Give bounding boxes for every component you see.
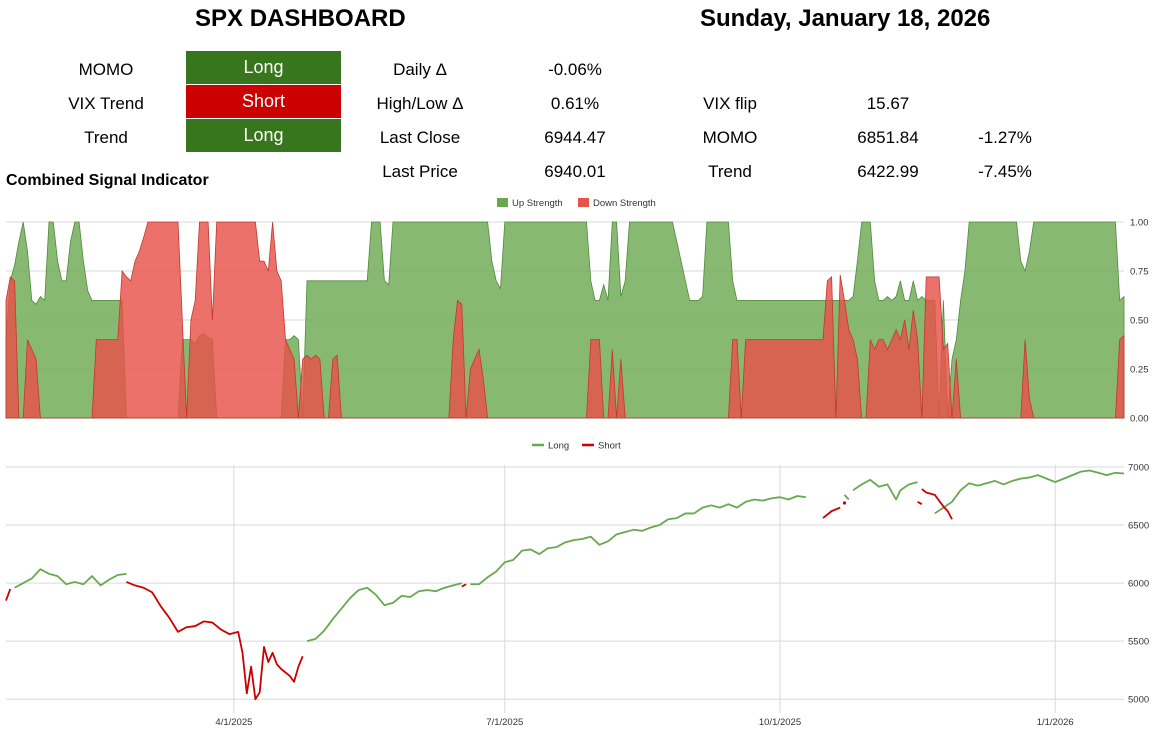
stat-label-highlow: High/Low Δ xyxy=(376,94,464,113)
legend-label-short: Short xyxy=(598,441,621,452)
x-tick-label: 1/1/2026 xyxy=(1037,717,1074,728)
stat-label-daily: Daily Δ xyxy=(393,60,447,79)
stat-value-last-close: 6944.47 xyxy=(544,128,606,147)
x-tick-label: 10/1/2025 xyxy=(759,717,801,728)
level-label-momo: MOMO xyxy=(702,128,758,147)
stat-label-last-price: Last Price xyxy=(382,162,458,181)
legend-swatch-down xyxy=(578,198,589,207)
short-series-line xyxy=(822,506,841,519)
y-tick-label: 0.75 xyxy=(1130,267,1149,278)
short-series-line xyxy=(126,581,304,701)
legend-swatch-up xyxy=(497,198,508,207)
long-series-line xyxy=(843,494,850,501)
y-tick-label: 6000 xyxy=(1128,579,1149,590)
level-value-vix-flip: 15.67 xyxy=(866,94,910,113)
x-tick-label: 4/1/2025 xyxy=(215,717,252,728)
long-series-line xyxy=(470,495,806,586)
stat-value-daily: -0.06% xyxy=(548,60,602,79)
y-tick-label: 0.00 xyxy=(1130,414,1149,425)
short-series-line xyxy=(461,583,467,588)
long-series-line xyxy=(14,568,127,589)
stat-value-highlow: 0.61% xyxy=(550,94,600,113)
long-series-line xyxy=(306,582,463,643)
signal-label-vix-trend: VIX Trend xyxy=(68,94,144,113)
level-label-trend: Trend xyxy=(708,162,752,181)
short-series-point xyxy=(842,501,847,505)
y-tick-label: 0.25 xyxy=(1130,365,1149,376)
level-value-trend: 6422.99 xyxy=(857,162,919,181)
level-label-vix-flip: VIX flip xyxy=(703,94,757,113)
level-pct-trend: -7.45% xyxy=(978,162,1032,181)
signal-badge-vix-trend: Short xyxy=(186,85,341,118)
legend-label-up: Up Strength xyxy=(512,198,563,209)
y-tick-label: 0.50 xyxy=(1130,316,1149,327)
stat-label-last-close: Last Close xyxy=(379,128,461,147)
legend-label-down: Down Strength xyxy=(593,198,656,209)
section-label: Combined Signal Indicator xyxy=(6,172,209,189)
page-title: SPX DASHBOARD xyxy=(195,5,406,32)
long-series-line xyxy=(934,469,1125,515)
price-legend: Long Short xyxy=(532,441,621,452)
legend-label-long: Long xyxy=(548,441,569,452)
level-value-momo: 6851.84 xyxy=(857,128,919,147)
y-tick-label: 7000 xyxy=(1128,463,1149,474)
level-pct-momo: -1.27% xyxy=(978,128,1032,147)
signal-legend: Up Strength Down Strength xyxy=(497,198,656,209)
x-tick-label: 7/1/2025 xyxy=(486,717,523,728)
stat-value-last-price: 6940.01 xyxy=(544,162,606,181)
short-series-line xyxy=(917,501,923,505)
signal-label-momo: MOMO xyxy=(78,60,134,79)
down-strength-area xyxy=(5,221,1125,419)
y-tick-label: 5000 xyxy=(1128,695,1149,706)
signal-strength-chart: Up Strength Down Strength 0.00 0.25 0.50 0.75… xyxy=(5,198,1149,425)
y-tick-label: 6500 xyxy=(1128,521,1149,532)
signal-badge-trend: Long xyxy=(186,119,341,152)
short-series-line xyxy=(921,488,953,520)
signal-label-trend: Trend xyxy=(84,128,128,147)
price-line-chart: Long Short 5000 5500 6000 6500 7000 4/1/2025 7/1… xyxy=(5,441,1149,728)
y-tick-label: 5500 xyxy=(1128,637,1149,648)
long-series-line xyxy=(852,478,918,501)
short-series-line xyxy=(5,588,12,601)
date-heading: Sunday, January 18, 2026 xyxy=(700,5,991,32)
signal-badge-momo: Long xyxy=(186,51,341,84)
y-tick-label: 1.00 xyxy=(1130,218,1149,229)
